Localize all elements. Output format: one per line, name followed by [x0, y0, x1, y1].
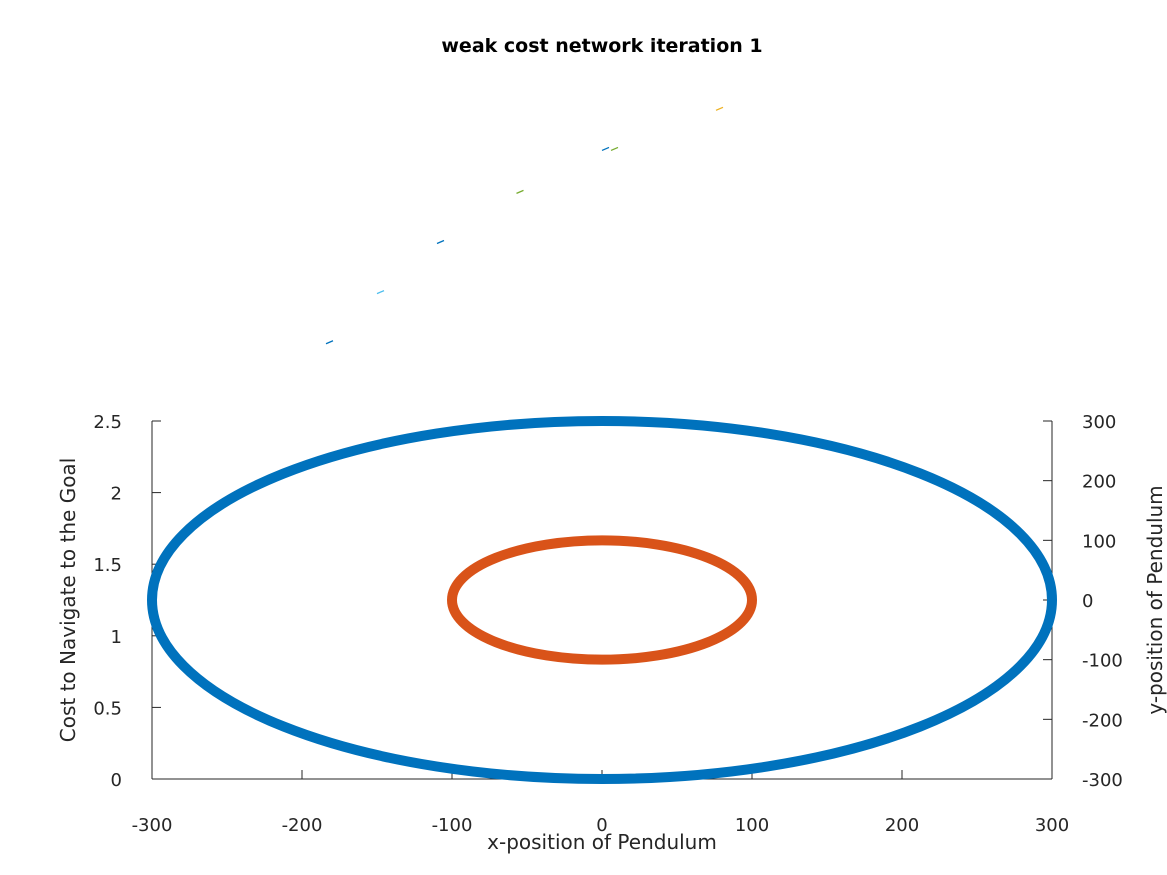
trajectory-mark-4	[516, 189, 524, 194]
trajectory-mark-2	[376, 290, 385, 295]
trajectory-mark-6	[610, 146, 619, 152]
x-tick-label: 0	[596, 815, 607, 836]
x-tick-label: -300	[132, 815, 173, 836]
trajectory-marks	[325, 106, 724, 345]
x-tick-label: 100	[735, 815, 769, 836]
x-tick-label: -100	[432, 815, 473, 836]
series-2-circle	[447, 535, 757, 665]
left-y-tick-label: 0	[111, 770, 122, 791]
right-y-tick-label: 200	[1082, 472, 1116, 493]
x-tick-label: -200	[282, 815, 323, 836]
left-y-tick-label: 2.5	[93, 412, 122, 433]
trajectory-mark-3	[436, 239, 445, 245]
series-1-circle	[147, 416, 1057, 784]
trajectory-mark-7	[715, 106, 724, 111]
trajectory-mark-1	[325, 340, 334, 345]
left-y-tick-label: 1	[111, 627, 122, 648]
right-y-tick-label: -100	[1082, 651, 1123, 672]
left-y-tick-label: 2	[111, 484, 122, 505]
trajectory-mark-5	[601, 146, 610, 152]
ticks: -300 -200 -100 0 100 200 300 0 0.5 1 1.5 2 2.5 -300 -2…	[93, 412, 1123, 836]
right-y-tick-label: -200	[1082, 710, 1123, 731]
chart-title: weak cost network iteration 1	[441, 35, 762, 57]
left-y-tick-label: 1.5	[93, 555, 122, 576]
right-y-tick-label: 0	[1082, 591, 1093, 612]
left-y-axis-label: Cost to Navigate to the Goal	[56, 458, 80, 742]
right-y-tick-label: 300	[1082, 412, 1116, 433]
x-tick-label: 300	[1035, 815, 1069, 836]
x-axis-label: x-position of Pendulum	[487, 830, 717, 854]
series-layer	[147, 416, 1057, 784]
right-y-axis-label: y-position of Pendulum	[1143, 485, 1167, 714]
x-tick-label: 200	[885, 815, 919, 836]
right-y-tick-label: 100	[1082, 531, 1116, 552]
right-y-tick-label: -300	[1082, 770, 1123, 791]
left-y-tick-label: 0.5	[93, 698, 122, 719]
